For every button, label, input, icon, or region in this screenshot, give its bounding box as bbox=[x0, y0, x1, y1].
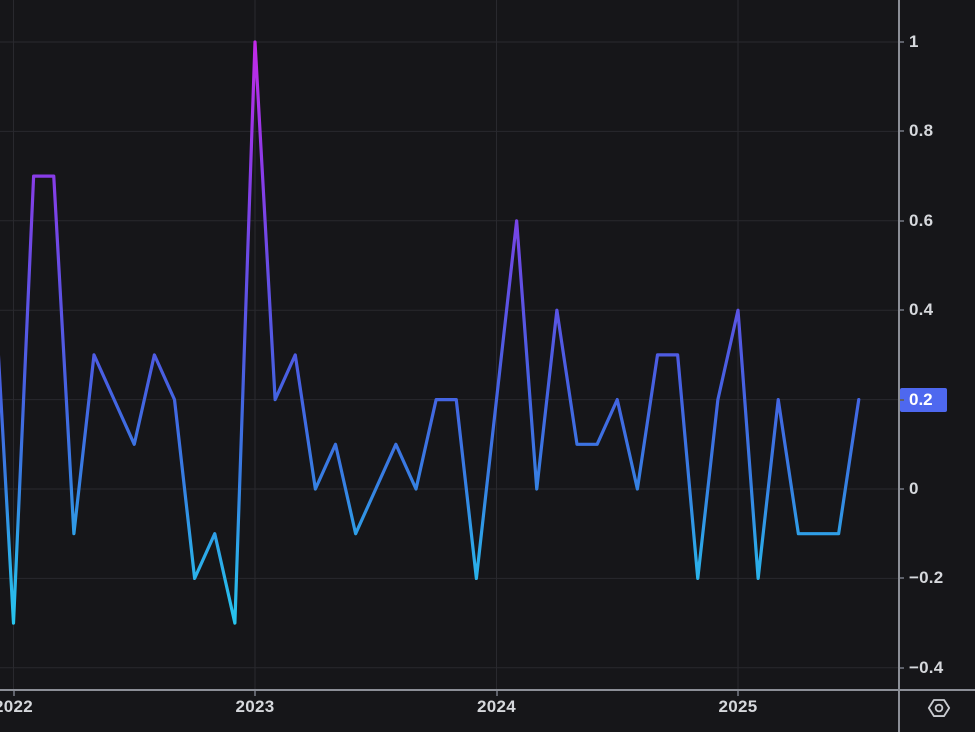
time-tick-mark bbox=[495, 691, 498, 696]
price-tick-label: 1 bbox=[909, 32, 919, 51]
time-axis[interactable]: 2022 2023 2024 2025 bbox=[0, 691, 899, 732]
axis-corner bbox=[900, 691, 975, 732]
price-tick-label: 0 bbox=[909, 479, 919, 498]
price-tick-label: 0.4 bbox=[909, 300, 934, 320]
price-tick-label: 0.6 bbox=[909, 210, 934, 230]
time-tick-label: 2023 bbox=[235, 697, 275, 716]
series-line[interactable] bbox=[0, 40, 861, 625]
gear-icon bbox=[926, 695, 952, 721]
price-tick-label: −0.2 bbox=[909, 568, 944, 588]
time-axis-settings-button[interactable] bbox=[924, 693, 954, 723]
price-tick-mark bbox=[900, 488, 904, 490]
price-tick-label: 0.8 bbox=[909, 121, 934, 141]
price-tick-mark bbox=[900, 41, 904, 43]
time-tick-mark bbox=[737, 691, 739, 696]
price-tick-mark bbox=[900, 398, 904, 401]
price-tick-mark bbox=[900, 130, 904, 133]
price-tick-mark bbox=[900, 219, 904, 222]
price-tick-mark bbox=[900, 309, 904, 312]
time-tick-label: 2025 bbox=[718, 697, 758, 716]
time-tick-mark bbox=[12, 691, 15, 696]
time-tick-label: 2024 bbox=[476, 697, 517, 716]
time-tick-mark bbox=[254, 691, 256, 696]
price-tick-mark bbox=[900, 666, 904, 669]
time-tick-label: 2022 bbox=[0, 697, 34, 716]
time-axis-separator bbox=[0, 689, 975, 691]
last-price-badge: 0.2 bbox=[900, 387, 947, 412]
price-axis-separator bbox=[898, 0, 900, 732]
price-plot[interactable] bbox=[0, 0, 899, 689]
price-tick-label: −0.4 bbox=[909, 657, 944, 677]
price-axis[interactable]: 0.2 1 0.8 0.6 0.4 0 −0.2 −0.4 bbox=[900, 0, 975, 689]
price-tick-mark bbox=[900, 577, 904, 580]
